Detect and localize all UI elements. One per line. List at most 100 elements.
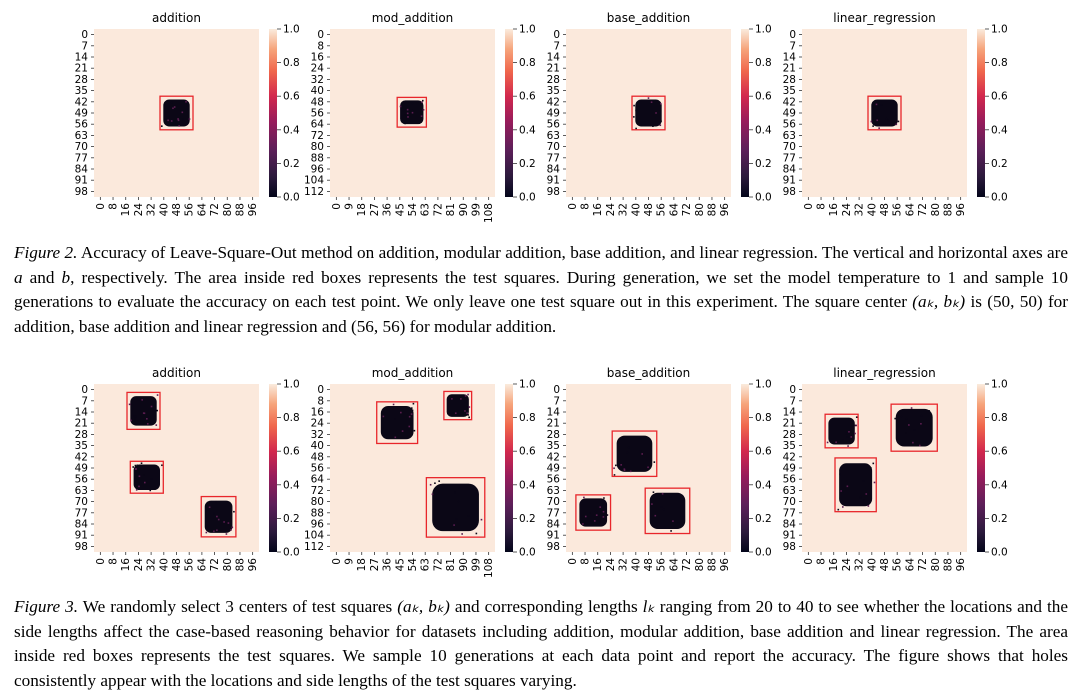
noise-pixel — [620, 464, 622, 466]
colorbar-tick-label: 0.4 — [283, 479, 300, 491]
noise-pixel — [841, 506, 844, 508]
y-tick-label: 7 — [789, 395, 796, 407]
x-tick-label: 72 — [432, 558, 444, 571]
y-tick-label: 40 — [311, 440, 324, 452]
noise-pixel — [863, 499, 865, 501]
x-tick-label: 56 — [892, 558, 904, 572]
colorbar-tick-label: 0.0 — [519, 192, 536, 204]
noise-pixel — [660, 506, 663, 508]
y-tick-label: 35 — [783, 85, 796, 97]
noise-pixel — [156, 409, 158, 412]
x-tick-label: 54 — [407, 558, 419, 572]
y-tick-label: 64 — [311, 474, 325, 486]
x-tick-label: 0 — [95, 558, 107, 565]
x-tick-label: 45 — [394, 203, 406, 216]
x-tick-label: 72 — [917, 558, 929, 571]
noise-pixel — [181, 111, 184, 114]
y-tick-label: 80 — [311, 141, 324, 153]
y-tick-label: 14 — [783, 407, 797, 419]
x-tick-label: 8 — [108, 203, 120, 210]
y-tick-label: 32 — [311, 429, 324, 441]
x-tick-label: 48 — [643, 558, 655, 571]
noise-pixel — [582, 523, 584, 525]
x-tick-label: 8 — [580, 558, 592, 565]
x-tick-label: 16 — [592, 558, 604, 572]
noise-pixel — [135, 415, 137, 418]
x-tick-label: 0 — [331, 558, 343, 565]
noise-pixel — [862, 480, 865, 482]
y-tick-label: 21 — [547, 63, 560, 75]
noise-pixel — [413, 429, 416, 432]
colorbar — [269, 384, 277, 552]
y-tick-label: 8 — [317, 40, 324, 52]
noise-pixel — [182, 118, 184, 121]
y-tick-label: 104 — [304, 175, 324, 187]
heatmap-panel: mod_addition0816243240485664728088961041… — [304, 11, 536, 223]
y-tick-label: 49 — [547, 463, 560, 475]
y-tick-label: 14 — [547, 52, 561, 64]
y-tick-label: 49 — [547, 108, 560, 120]
noise-pixel — [155, 424, 158, 426]
noise-pixel — [408, 425, 411, 428]
y-tick-label: 91 — [75, 530, 88, 542]
heatmap-panel: base_addition071421283542495663707784919… — [547, 366, 772, 571]
low-accuracy-region — [133, 464, 160, 491]
y-tick-label: 112 — [304, 541, 324, 553]
x-tick-label: 90 — [458, 203, 470, 216]
x-tick-label: 40 — [630, 203, 642, 216]
y-tick-label: 0 — [81, 29, 88, 41]
noise-pixel — [231, 526, 234, 529]
colorbar — [505, 29, 513, 197]
noise-pixel — [905, 432, 907, 434]
y-tick-label: 77 — [75, 152, 88, 164]
noise-pixel — [660, 120, 662, 123]
x-tick-label: 56 — [184, 558, 196, 572]
colorbar-tick-label: 0.6 — [755, 446, 772, 458]
noise-pixel — [411, 409, 414, 412]
y-tick-label: 35 — [75, 85, 88, 97]
x-tick-label: 8 — [816, 203, 828, 210]
noise-pixel — [606, 514, 609, 516]
y-tick-label: 28 — [75, 74, 88, 86]
colorbar — [977, 384, 985, 552]
y-tick-label: 63 — [75, 130, 88, 142]
x-tick-label: 0 — [567, 558, 579, 565]
x-tick-label: 81 — [445, 558, 457, 571]
colorbar — [977, 29, 985, 197]
x-tick-label: 18 — [356, 558, 368, 571]
low-accuracy-region — [839, 463, 873, 507]
colorbar-tick-label: 0.0 — [755, 192, 772, 204]
y-tick-label: 98 — [75, 541, 88, 553]
x-tick-label: 88 — [942, 558, 954, 571]
noise-pixel — [143, 474, 145, 476]
colorbar — [741, 29, 749, 197]
x-tick-label: 81 — [445, 203, 457, 216]
noise-pixel — [846, 432, 849, 435]
x-tick-label: 0 — [803, 203, 815, 210]
y-tick-label: 28 — [783, 74, 796, 86]
y-tick-label: 42 — [75, 96, 88, 108]
y-tick-label: 8 — [317, 395, 324, 407]
noise-pixel — [867, 505, 870, 507]
noise-pixel — [602, 510, 605, 513]
noise-pixel — [408, 415, 411, 418]
noise-pixel — [885, 117, 888, 120]
colorbar-tick-label: 0.6 — [519, 91, 536, 103]
noise-pixel — [128, 403, 131, 406]
noise-pixel — [134, 464, 137, 467]
x-tick-label: 16 — [828, 203, 840, 217]
colorbar-tick-label: 0.4 — [991, 124, 1008, 136]
x-tick-label: 36 — [382, 558, 394, 572]
x-tick-label: 96 — [719, 558, 731, 572]
y-tick-label: 0 — [317, 384, 324, 396]
x-tick-label: 8 — [108, 558, 120, 565]
low-accuracy-region — [871, 99, 898, 127]
y-tick-label: 7 — [789, 40, 796, 52]
y-tick-label: 16 — [311, 52, 325, 64]
noise-pixel — [150, 405, 153, 408]
low-accuracy-region — [380, 406, 414, 440]
noise-pixel — [870, 467, 872, 469]
colorbar-tick-label: 1.0 — [755, 24, 772, 36]
x-tick-label: 56 — [656, 203, 668, 217]
noise-pixel — [910, 407, 913, 409]
